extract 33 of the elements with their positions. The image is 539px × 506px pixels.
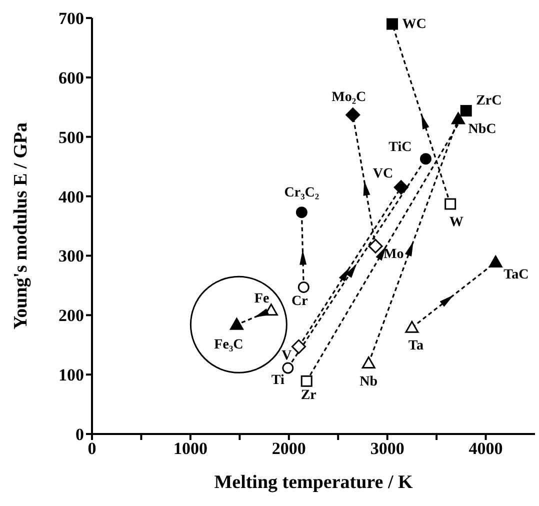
y-tick-label: 100 [58,366,84,385]
y-tick-label: 500 [58,128,84,147]
annotation: TiC [388,140,412,155]
annotation: ZrC [476,94,502,109]
y-tick-label: 600 [58,68,84,88]
annotation: V [282,348,292,364]
annotation: TaC [504,267,529,282]
y-axis-title: Young's modulus E / GPa [10,122,32,330]
y-tick-label: 0 [76,425,84,444]
x-tick-label: 2000 [272,439,306,458]
x-tick-label: 1000 [173,439,208,458]
annotation: Zr [300,388,316,404]
annotation: Cr₃C₂ [284,185,320,200]
y-tick-label: 400 [58,187,84,206]
y-tick-label: 300 [58,246,84,266]
annotation: Mo₂C [332,90,366,105]
annotation: Fe [254,291,270,306]
annotation: Fe₃C [214,338,244,353]
y-tick-label: 700 [58,9,84,28]
y-tick-label: 200 [58,306,84,326]
annotation: Nb [360,374,378,390]
x-tick-label: 0 [88,439,96,458]
annotation: Mo [384,247,404,262]
annotation: Ta [408,338,424,354]
annotation: W [449,215,464,230]
annotation: NbC [468,122,496,138]
annotation: WC [402,16,426,32]
annotation: VC [372,166,394,182]
annotation: Cr [291,294,308,310]
x-tick-label: 3000 [370,439,404,458]
x-axis-title: Melting temperature / K [214,472,413,493]
x-tick-label: 4000 [468,439,503,458]
annotation: Ti [271,373,284,388]
